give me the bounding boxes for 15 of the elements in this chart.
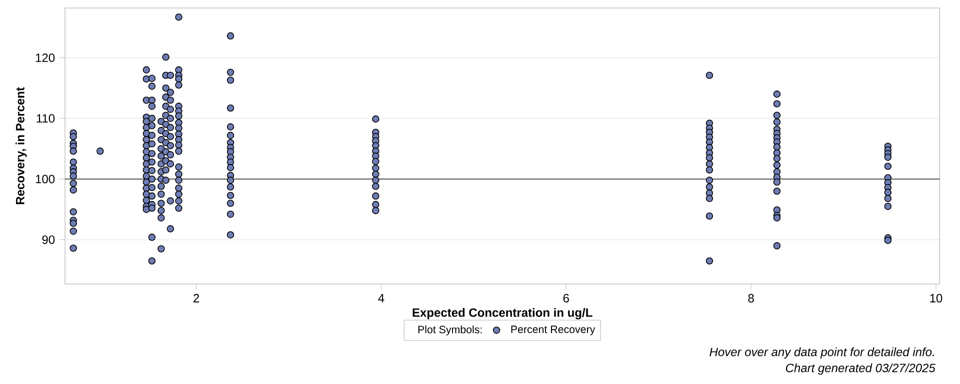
x-tick-label: 2 — [194, 294, 200, 302]
legend-title: Plot Symbols: — [418, 325, 482, 336]
x-tick-label: 10 — [930, 294, 942, 302]
text: Hover over any data point for detailed info. — [710, 347, 934, 359]
x-tick-label: 4 — [378, 294, 384, 302]
legend-label: Percent Recovery — [511, 326, 596, 336]
y-tick-label: 110 — [36, 114, 55, 123]
x-axis-title: Expected Concentration in ug/L — [412, 308, 592, 320]
y-tick-label: 100 — [36, 174, 55, 184]
y-tick-label: 120 — [36, 53, 55, 62]
y-axis-title: Recovery, in Percent — [16, 87, 27, 204]
x-tick-label: 8 — [748, 294, 754, 302]
y-tick-label: 90 — [42, 235, 55, 244]
text: Chart generated 03/27/2025 — [786, 363, 936, 375]
x-tick-label: 6 — [563, 294, 569, 302]
